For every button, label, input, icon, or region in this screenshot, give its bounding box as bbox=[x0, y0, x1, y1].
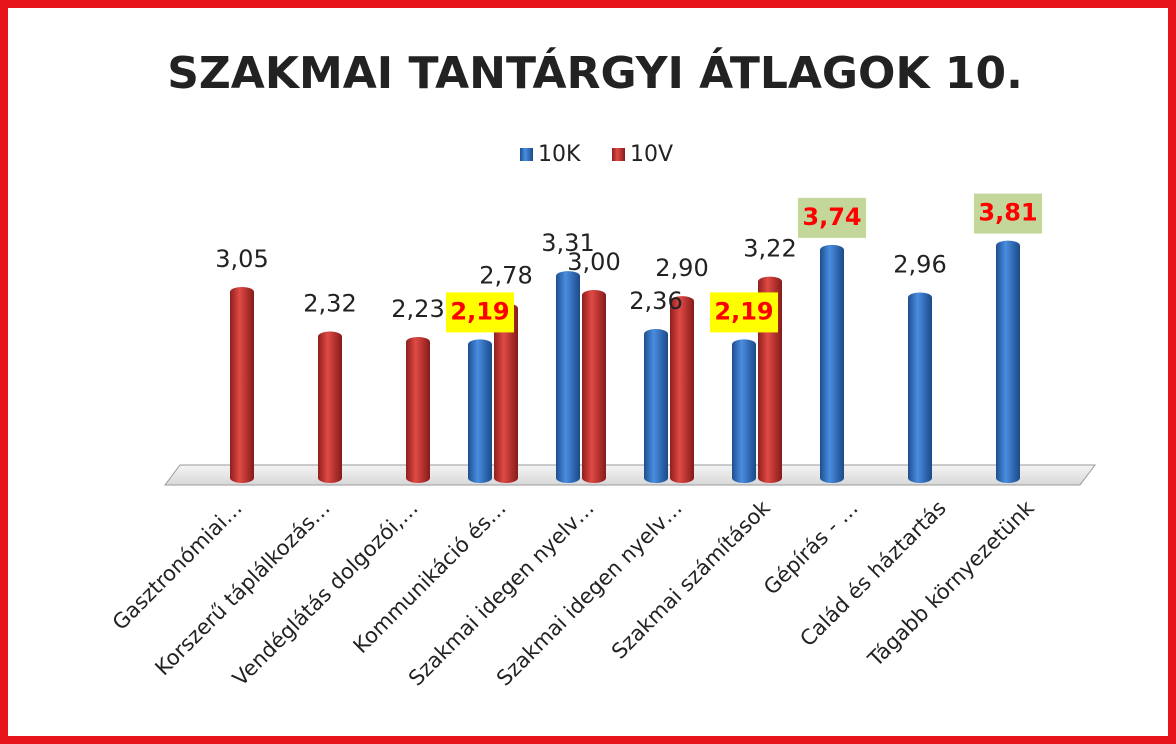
legend-swatch bbox=[520, 148, 533, 161]
bar bbox=[644, 329, 668, 483]
bar bbox=[820, 244, 844, 483]
chart-title: SZAKMAI TANTÁRGYI ÁTLAGOK 10. bbox=[167, 46, 1023, 99]
bar bbox=[230, 286, 254, 483]
value-label: 2,19 bbox=[714, 297, 773, 325]
legend-swatch bbox=[612, 148, 625, 161]
legend-label: 10K bbox=[538, 142, 581, 167]
value-label: 2,78 bbox=[479, 261, 532, 289]
bar bbox=[494, 303, 518, 483]
bar bbox=[556, 271, 580, 483]
bar bbox=[732, 339, 756, 483]
value-label: 3,81 bbox=[978, 199, 1037, 227]
value-label: 2,36 bbox=[629, 287, 682, 315]
floor bbox=[164, 464, 1096, 486]
legend-label: 10V bbox=[630, 142, 673, 167]
value-label: 2,32 bbox=[303, 289, 356, 317]
value-label: 2,23 bbox=[391, 295, 444, 323]
label-highlight bbox=[974, 193, 1042, 234]
label-highlight bbox=[446, 292, 514, 333]
bar bbox=[468, 339, 492, 483]
bar bbox=[318, 331, 342, 483]
value-label: 2,90 bbox=[655, 254, 708, 282]
value-label: 3,31 bbox=[541, 229, 594, 257]
value-label: 3,74 bbox=[802, 203, 861, 231]
bar bbox=[908, 292, 932, 483]
value-label: 3,00 bbox=[567, 248, 620, 276]
value-label: 2,96 bbox=[893, 250, 946, 278]
bar bbox=[670, 296, 694, 483]
bar bbox=[406, 336, 430, 483]
bar bbox=[996, 240, 1020, 483]
label-highlight bbox=[798, 197, 866, 238]
label-highlight bbox=[710, 292, 778, 333]
bar bbox=[582, 290, 606, 483]
value-label: 3,22 bbox=[743, 235, 796, 263]
value-label: 2,19 bbox=[450, 297, 509, 325]
value-label: 3,05 bbox=[215, 245, 268, 273]
